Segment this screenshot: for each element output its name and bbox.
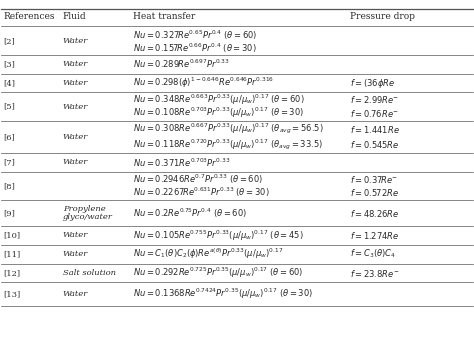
Text: $f = 0.572Re$: $f = 0.572Re$ (350, 187, 399, 198)
Text: $f = C_3(\theta)C_4$: $f = C_3(\theta)C_4$ (350, 248, 396, 261)
Text: Pressure drop: Pressure drop (350, 12, 415, 21)
Text: [4]: [4] (4, 79, 16, 87)
Text: Water: Water (63, 37, 88, 45)
Text: Fluid: Fluid (63, 12, 86, 21)
Text: [8]: [8] (4, 182, 16, 190)
Text: [5]: [5] (4, 103, 16, 111)
Text: Propylene: Propylene (63, 205, 105, 213)
Text: Heat transfer: Heat transfer (133, 12, 196, 21)
Text: $Nu = 0.371Re^{0.703}Pr^{0.33}$: $Nu = 0.371Re^{0.703}Pr^{0.33}$ (133, 156, 231, 169)
Text: $f = (36\phi Re$: $f = (36\phi Re$ (350, 76, 395, 90)
Text: [9]: [9] (4, 209, 16, 217)
Text: [2]: [2] (4, 37, 16, 45)
Text: $Nu = 0.2946Re^{0.7}Pr^{0.33}$ $(\theta = 60)$: $Nu = 0.2946Re^{0.7}Pr^{0.33}$ $(\theta … (133, 173, 263, 186)
Text: [3]: [3] (4, 60, 16, 68)
Text: $Nu = 0.348Re^{0.663}Pr^{0.33}(\mu/\mu_w)^{0.17}$ $(\theta = 60)$: $Nu = 0.348Re^{0.663}Pr^{0.33}(\mu/\mu_w… (133, 92, 305, 107)
Text: Water: Water (63, 103, 88, 111)
Text: $f = 0.545Re$: $f = 0.545Re$ (350, 139, 400, 150)
Text: $Nu = 0.118Re^{0.720}Pr^{0.33}(\mu/\mu_w)^{0.17}$ $(\theta_{avg} = 33.5)$: $Nu = 0.118Re^{0.720}Pr^{0.33}(\mu/\mu_w… (133, 137, 323, 152)
Text: Water: Water (63, 133, 88, 141)
Text: $f = 1.274Re$: $f = 1.274Re$ (350, 230, 400, 241)
Text: glyco/water: glyco/water (63, 213, 112, 221)
Text: Water: Water (63, 79, 88, 87)
Text: Water: Water (63, 232, 88, 240)
Text: $f = 48.26Re$: $f = 48.26Re$ (350, 207, 400, 218)
Text: $Nu = 0.157Re^{0.66}Pr^{0.4}$ $(\theta = 30)$: $Nu = 0.157Re^{0.66}Pr^{0.4}$ $(\theta =… (133, 41, 257, 55)
Text: Water: Water (63, 250, 88, 258)
Text: $f = 0.76Re^{-}$: $f = 0.76Re^{-}$ (350, 108, 399, 119)
Text: $Nu = 0.108Re^{0.703}Pr^{0.33}(\mu/\mu_w)^{0.17}$ $(\theta = 30)$: $Nu = 0.108Re^{0.703}Pr^{0.33}(\mu/\mu_w… (133, 106, 304, 120)
Text: $Nu = C_1(\theta)C_2(\phi)Re^{a(\theta)}Pr^{0.33}(\mu/\mu_w)^{0.17}$: $Nu = C_1(\theta)C_2(\phi)Re^{a(\theta)}… (133, 247, 284, 261)
Text: $Nu = 0.2267Re^{0.631}Pr^{0.33}$ $(\theta = 30)$: $Nu = 0.2267Re^{0.631}Pr^{0.33}$ $(\thet… (133, 186, 270, 199)
Text: [12]: [12] (4, 269, 21, 277)
Text: $Nu = 0.105Re^{0.755}Pr^{0.33}(\mu/\mu_w)^{0.17}$ $(\theta = 45)$: $Nu = 0.105Re^{0.755}Pr^{0.33}(\mu/\mu_w… (133, 228, 304, 243)
Text: Water: Water (63, 60, 88, 68)
Text: $f = 1.441Re$: $f = 1.441Re$ (350, 123, 400, 135)
Text: $Nu = 0.308Re^{0.667}Pr^{0.33}(\mu/\mu_w)^{0.17}$ $(\theta_{avg} = 56.5)$: $Nu = 0.308Re^{0.667}Pr^{0.33}(\mu/\mu_w… (133, 122, 324, 136)
Text: Salt solution: Salt solution (63, 269, 116, 277)
Text: References: References (4, 12, 55, 21)
Text: [13]: [13] (4, 290, 21, 298)
Text: $Nu = 0.292Re^{0.725}Pr^{0.35}(\mu/\mu_w)^{0.17}$ $(\theta = 60)$: $Nu = 0.292Re^{0.725}Pr^{0.35}(\mu/\mu_w… (133, 266, 304, 280)
Text: $Nu = 0.2Re^{0.75}Pr^{0.4}$ $(\theta = 60)$: $Nu = 0.2Re^{0.75}Pr^{0.4}$ $(\theta = 6… (133, 206, 247, 220)
Text: [6]: [6] (4, 133, 16, 141)
Text: $f = 23.8Re^{-}$: $f = 23.8Re^{-}$ (350, 268, 400, 278)
Text: Water: Water (63, 158, 88, 166)
Text: $Nu = 0.1368Re^{0.7424}Pr^{0.35}(\mu/\mu_w)^{0.17}$ $(\theta = 30)$: $Nu = 0.1368Re^{0.7424}Pr^{0.35}(\mu/\mu… (133, 287, 313, 301)
Text: [10]: [10] (4, 232, 21, 240)
Text: $Nu = 0.327Re^{0.65}Pr^{0.4}$ $(\theta = 60)$: $Nu = 0.327Re^{0.65}Pr^{0.4}$ $(\theta =… (133, 28, 258, 41)
Text: $f = 2.99Re^{-}$: $f = 2.99Re^{-}$ (350, 94, 399, 105)
Text: [11]: [11] (4, 250, 21, 258)
Text: [7]: [7] (4, 158, 16, 166)
Text: $f = 0.37Re^{-}$: $f = 0.37Re^{-}$ (350, 174, 398, 185)
Text: Water: Water (63, 290, 88, 298)
Text: $Nu = 0.289Re^{0.697}Pr^{0.33}$: $Nu = 0.289Re^{0.697}Pr^{0.33}$ (133, 58, 230, 71)
Text: $Nu = 0.298(\phi)^{1-0.646}Re^{0.646}Pr^{0.316}$: $Nu = 0.298(\phi)^{1-0.646}Re^{0.646}Pr^… (133, 76, 274, 90)
